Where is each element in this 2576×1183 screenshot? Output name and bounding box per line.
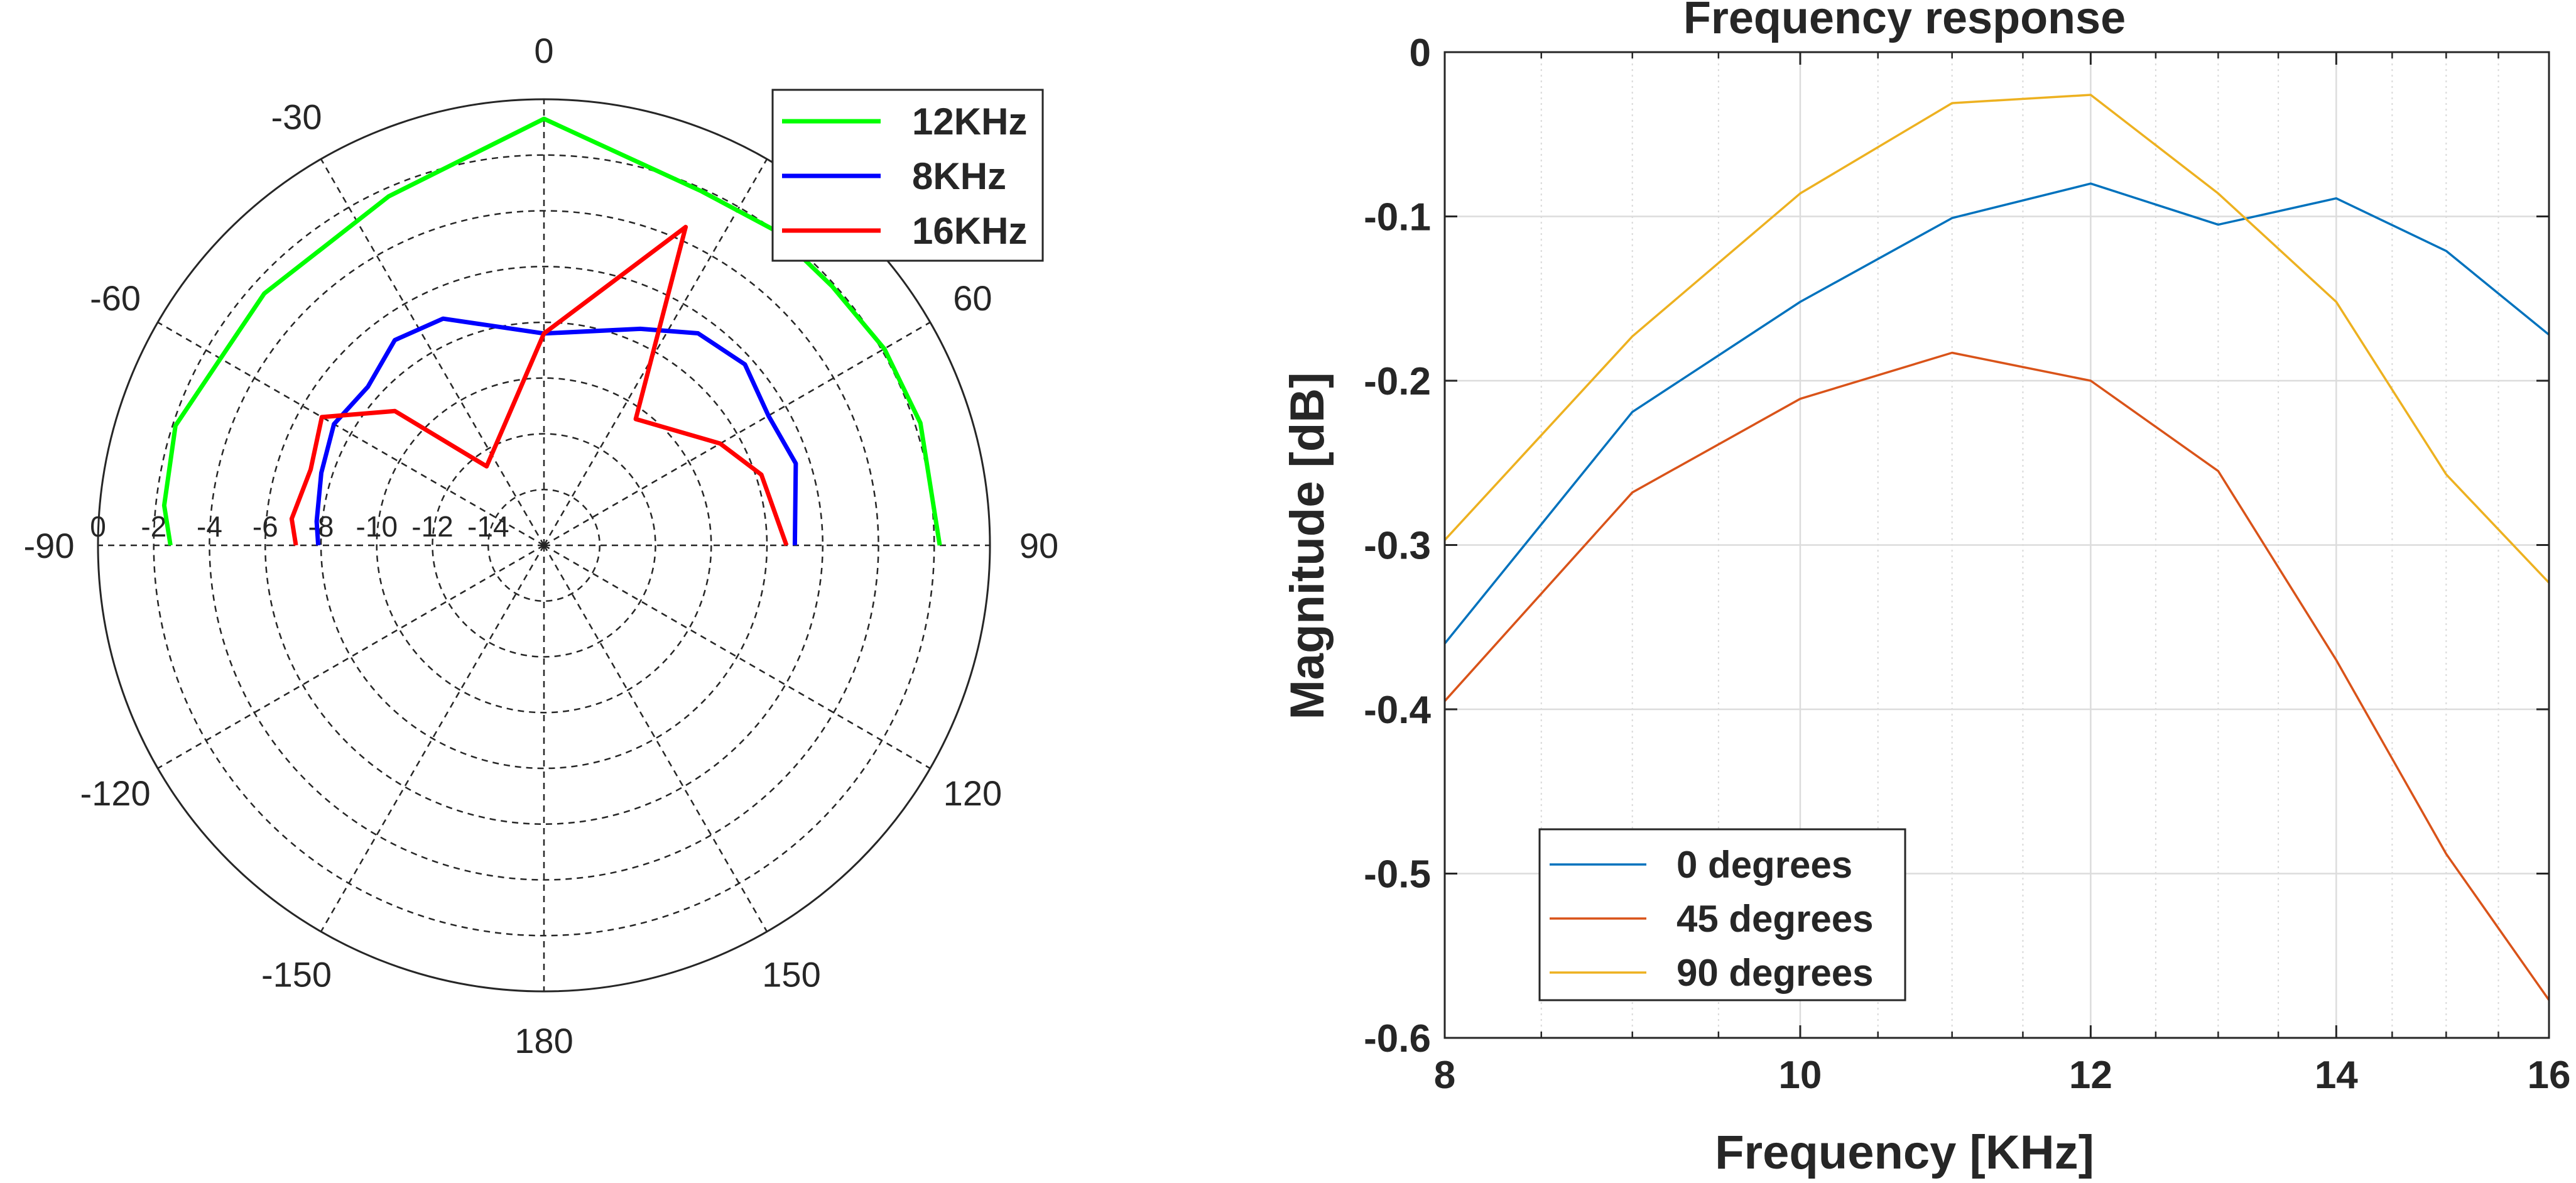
polar-angle-tick-label: 120 bbox=[943, 773, 1002, 813]
polar-grid-circle bbox=[264, 266, 823, 825]
y-tick-label: -0.1 bbox=[1364, 196, 1431, 239]
polar-grid bbox=[97, 98, 991, 993]
polar-angle-tick-label: 180 bbox=[514, 1021, 573, 1060]
polar-series-16KHz bbox=[289, 224, 789, 547]
line-series-lines bbox=[1443, 94, 2550, 1001]
polar-radial-tick-label: -4 bbox=[197, 510, 222, 543]
polar-radial-tick-label: -12 bbox=[411, 510, 453, 543]
polar-grid-circle bbox=[376, 377, 712, 714]
polar-radial-tick-label: 0 bbox=[90, 510, 106, 543]
polar-angle-tick-label: 150 bbox=[762, 954, 820, 994]
y-tick-label: -0.2 bbox=[1364, 360, 1431, 403]
polar-legend-label: 8KHz bbox=[912, 155, 1006, 197]
polar-angle-tick-label: 60 bbox=[953, 278, 992, 318]
frequency-response-chart: 8 10 12 14 16 0 -0.1 -0.2 -0.3 -0.4 -0.5 -0.6 0 deg… bbox=[1281, 0, 2570, 1179]
polar-legend-label: 16KHz bbox=[912, 210, 1027, 252]
line-series-90-degrees bbox=[1443, 94, 2550, 584]
polar-series-lines bbox=[161, 116, 942, 547]
polar-grid-circle bbox=[320, 321, 768, 770]
polar-legend: 12KHz 8KHz 16KHz bbox=[771, 89, 1044, 262]
line-series-45-degrees bbox=[1443, 351, 2550, 1001]
polar-angle-tick-label: -90 bbox=[24, 526, 75, 565]
line-legend-label: 90 degrees bbox=[1677, 952, 1874, 994]
polar-grid-circle bbox=[209, 210, 879, 881]
polar-angle-tick-label: -30 bbox=[271, 97, 322, 137]
y-axis-label: Magnitude [dB] bbox=[1281, 372, 1334, 719]
polar-radial-tick-label: -6 bbox=[253, 510, 278, 543]
x-tick-label: 16 bbox=[2528, 1054, 2571, 1097]
y-tick-label: 0 bbox=[1410, 31, 1431, 75]
line-legend-label: 0 degrees bbox=[1677, 844, 1852, 886]
y-tick-label: -0.4 bbox=[1364, 689, 1431, 732]
x-tick-label: 10 bbox=[1778, 1054, 1822, 1097]
line-legend-label: 45 degrees bbox=[1677, 898, 1874, 940]
x-axis-label: Frequency [KHz] bbox=[1715, 1126, 2094, 1179]
polar-chart: 0306090120150180-150-120-90-60-30 0-2-4-… bbox=[24, 31, 1059, 1060]
polar-series-12KHz bbox=[161, 116, 942, 546]
polar-angle-tick-label: -150 bbox=[261, 954, 332, 994]
polar-angle-tick-label: 0 bbox=[534, 31, 553, 70]
polar-angle-tick-label: 90 bbox=[1019, 526, 1058, 565]
polar-radial-tick-label: -2 bbox=[141, 510, 166, 543]
polar-radial-tick-label: -8 bbox=[308, 510, 334, 543]
chart-title: Frequency response bbox=[1683, 0, 2126, 43]
x-tick-label: 12 bbox=[2069, 1054, 2112, 1097]
polar-grid-circle bbox=[432, 433, 656, 658]
y-tick-label: -0.5 bbox=[1364, 853, 1431, 897]
polar-radial-tick-label: -10 bbox=[356, 510, 398, 543]
line-axis-ticks: 8 10 12 14 16 0 -0.1 -0.2 -0.3 -0.4 -0.5 -0.6 bbox=[1364, 31, 2570, 1097]
polar-radial-tick-labels: 0 -2 -4 -6 -8 -10 -12 -14 bbox=[90, 510, 509, 543]
line-legend: 0 degrees 45 degrees 90 degrees bbox=[1538, 828, 1906, 1001]
polar-series-8KHz bbox=[314, 316, 798, 546]
polar-grid-circle bbox=[487, 489, 601, 602]
polar-radial-tick-label: -14 bbox=[467, 510, 509, 543]
y-tick-label: -0.6 bbox=[1364, 1017, 1431, 1060]
y-tick-label: -0.3 bbox=[1364, 525, 1431, 568]
x-tick-label: 14 bbox=[2315, 1054, 2358, 1097]
polar-angle-tick-label: -120 bbox=[80, 773, 151, 813]
line-series-0-degrees bbox=[1443, 182, 2550, 645]
polar-legend-label: 12KHz bbox=[912, 101, 1027, 143]
polar-angle-tick-label: -60 bbox=[90, 278, 141, 318]
x-tick-label: 8 bbox=[1434, 1054, 1455, 1097]
